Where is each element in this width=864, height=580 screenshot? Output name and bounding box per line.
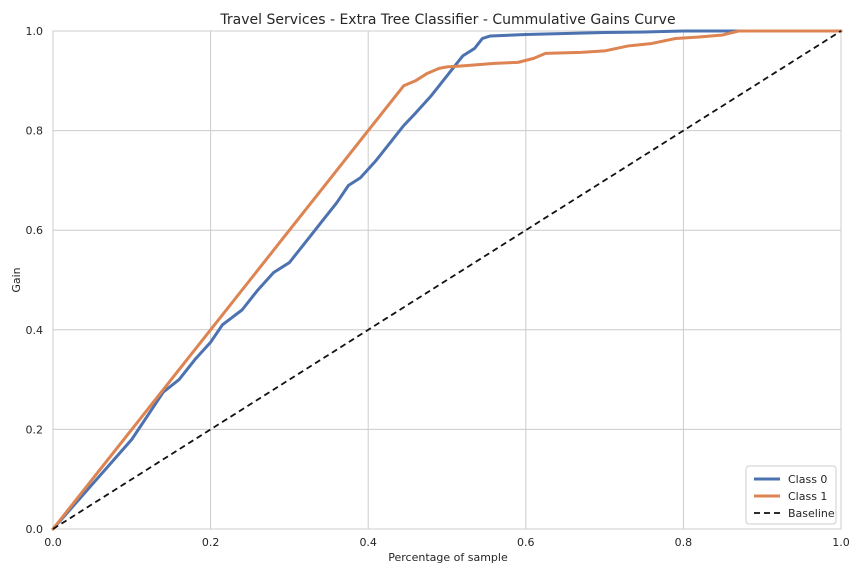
y-tick-label: 0.8 [26, 125, 44, 138]
tick-labels: 0.0 0.2 0.4 0.6 0.8 1.0 0.0 0.2 0.4 0.6 0.8 1.0 [26, 25, 850, 549]
series-line-baseline [52, 30, 842, 530]
x-axis-label: Percentage of sample [388, 551, 508, 564]
x-tick-label: 0.4 [359, 536, 377, 549]
chart-title: Travel Services - Extra Tree Classifier … [219, 12, 675, 28]
series-line-class-1 [51, 29, 843, 531]
x-tick-label: 0.8 [675, 536, 693, 549]
plot-frame [52, 30, 842, 530]
x-tick-label: 1.0 [832, 536, 850, 549]
axes-frame [52, 30, 842, 530]
y-axis-label: Gain [10, 267, 23, 292]
legend-label: Class 1 [788, 490, 827, 503]
y-tick-label: 1.0 [26, 25, 44, 38]
legend-label: Baseline [788, 507, 835, 520]
y-tick-label: 0.4 [26, 324, 44, 337]
series-line-class-0 [51, 29, 843, 531]
legend-label: Class 0 [788, 473, 827, 486]
series-lines [51, 29, 843, 531]
x-tick-label: 0.2 [202, 536, 220, 549]
x-tick-label: 0.0 [44, 536, 62, 549]
y-tick-label: 0.6 [26, 224, 44, 237]
y-tick-label: 0.2 [26, 423, 44, 436]
y-tick-label: 0.0 [26, 523, 44, 536]
x-tick-label: 0.6 [517, 536, 535, 549]
legend: Class 0 Class 1 Baseline [745, 465, 837, 525]
